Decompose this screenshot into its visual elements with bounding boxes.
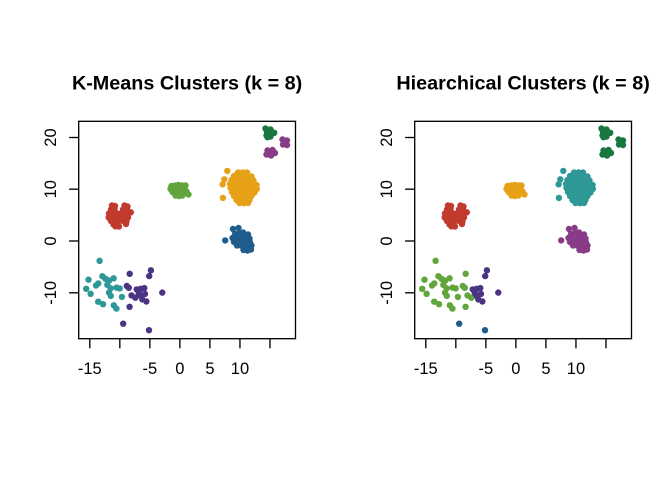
svg-text:20: 20 xyxy=(42,128,60,146)
svg-text:10: 10 xyxy=(42,180,60,198)
svg-text:K-Means Clusters (k = 8): K-Means Clusters (k = 8) xyxy=(72,73,302,95)
svg-text:-5: -5 xyxy=(479,360,494,378)
svg-text:5: 5 xyxy=(205,360,214,378)
svg-text:-10: -10 xyxy=(378,281,396,305)
svg-text:0: 0 xyxy=(511,360,520,378)
svg-text:20: 20 xyxy=(378,128,396,146)
svg-text:-15: -15 xyxy=(414,360,438,378)
svg-text:10: 10 xyxy=(378,180,396,198)
svg-text:10: 10 xyxy=(567,360,585,378)
svg-text:Hiearchical Clusters (k = 8): Hiearchical Clusters (k = 8) xyxy=(396,73,649,95)
svg-text:-5: -5 xyxy=(143,360,158,378)
svg-text:0: 0 xyxy=(175,360,184,378)
svg-text:-15: -15 xyxy=(78,360,102,378)
svg-text:-10: -10 xyxy=(42,281,60,305)
svg-text:0: 0 xyxy=(42,236,60,245)
svg-text:10: 10 xyxy=(231,360,249,378)
svg-text:5: 5 xyxy=(541,360,550,378)
svg-text:0: 0 xyxy=(378,236,396,245)
